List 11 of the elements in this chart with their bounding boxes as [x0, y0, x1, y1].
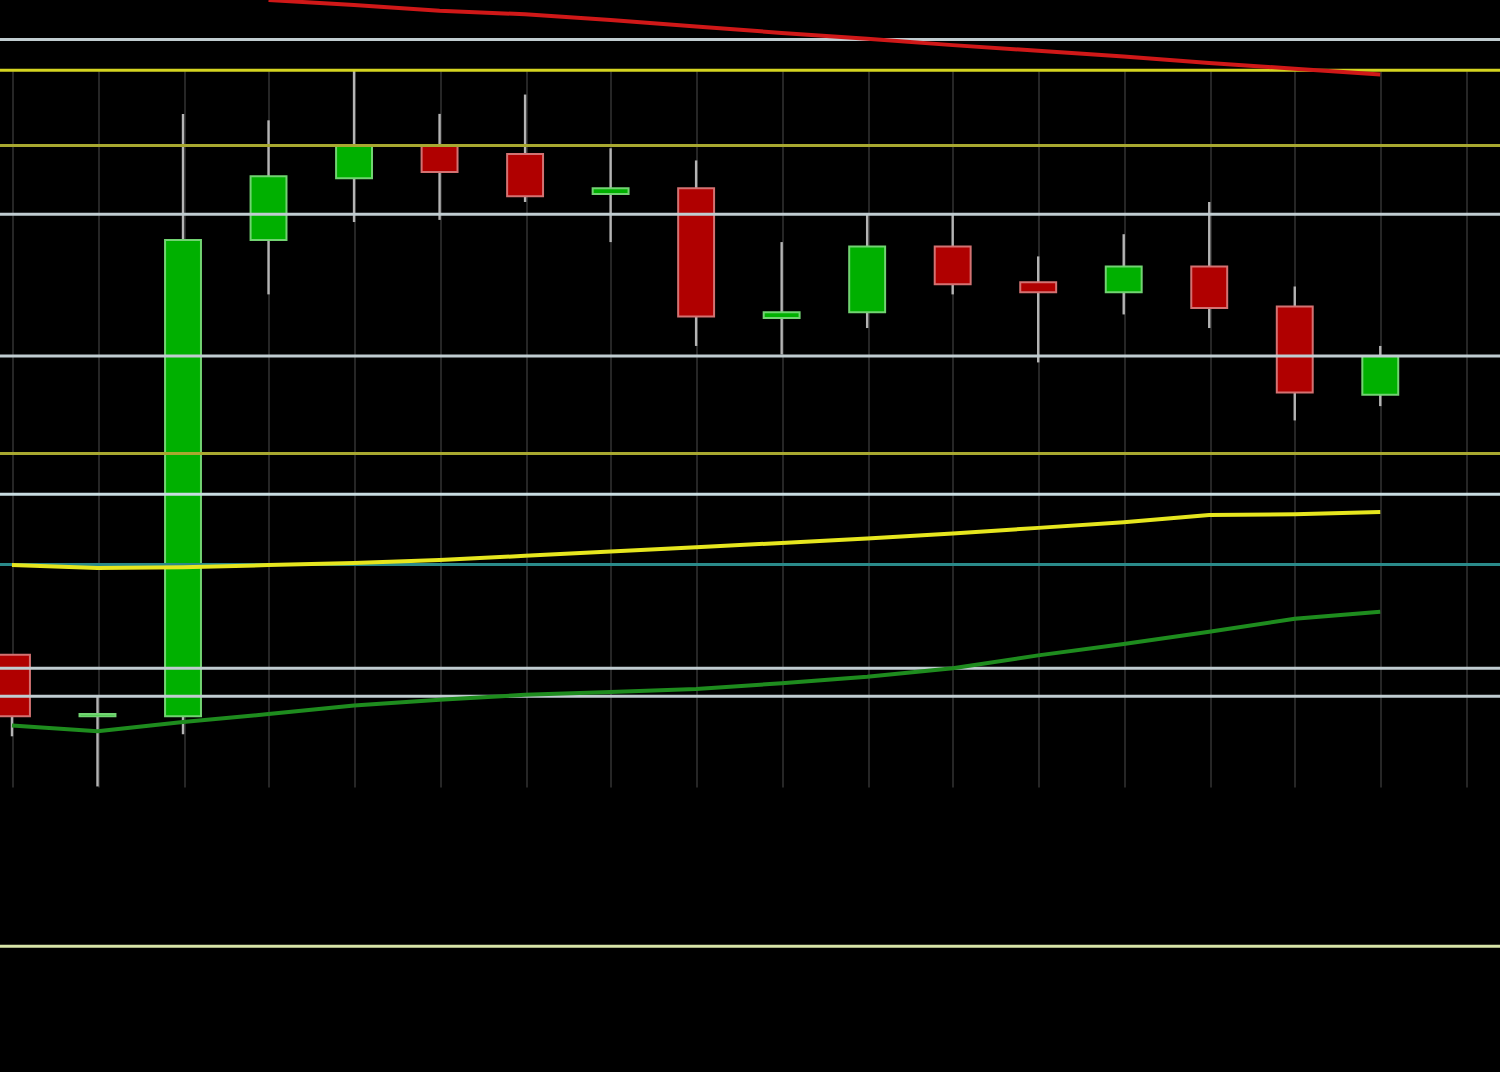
- candlestick: [1104, 233, 1143, 316]
- candlestick: [78, 694, 117, 788]
- candlestick: [335, 68, 374, 224]
- candlestick: [933, 212, 972, 296]
- candlestick: [1190, 200, 1229, 330]
- candlestick: [1019, 255, 1058, 364]
- candlestick: [762, 240, 801, 356]
- candlestick: [506, 93, 545, 204]
- candlestick: [420, 112, 459, 222]
- candlestick: [591, 147, 630, 244]
- candlestick: [1361, 344, 1400, 408]
